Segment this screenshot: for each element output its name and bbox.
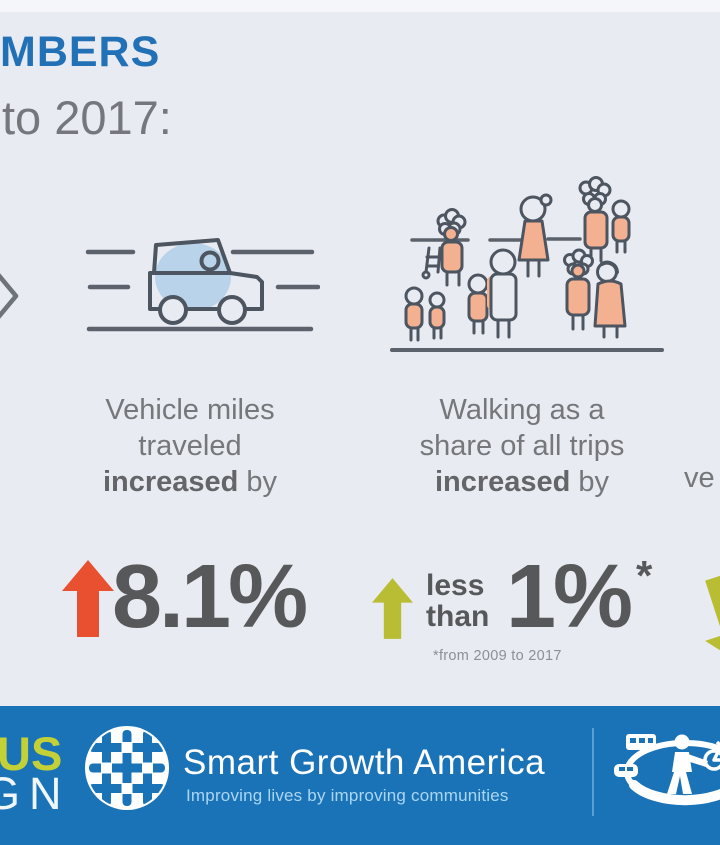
dangerous-by-design-logo-partial-line2: GN <box>0 768 71 819</box>
stat-footnote: *from 2009 to 2017 <box>433 648 562 664</box>
footer-divider <box>592 728 594 816</box>
complete-streets-coalition-logo-partial <box>614 734 720 806</box>
suffix-word: by <box>578 466 610 498</box>
stat-qualifier-walking: less than <box>426 570 489 632</box>
qualifier-line: less <box>426 569 485 602</box>
stat-description-partial: ve <box>684 462 715 494</box>
top-strip <box>0 0 720 12</box>
desc-line: Vehicle miles <box>105 394 275 426</box>
org-name: Smart Growth America <box>183 743 546 782</box>
desc-line: Walking as a <box>439 394 605 426</box>
desc-line: increased by <box>372 464 672 500</box>
pedestrians-icon <box>390 176 664 352</box>
stat-description-walking: Walking as a share of all trips increase… <box>372 392 672 500</box>
stat-value-vehicle-miles: 8.1% <box>112 547 308 647</box>
desc-line: traveled <box>138 430 242 462</box>
up-arrow-icon <box>62 560 114 637</box>
qualifier-line: than <box>426 600 490 633</box>
car-icon <box>85 238 320 332</box>
up-arrow-icon <box>372 578 413 639</box>
down-arrow-icon <box>705 572 720 668</box>
stat-value-walking: 1% <box>506 547 633 647</box>
stat-description-vehicle-miles: Vehicle miles traveled increased by <box>40 392 340 500</box>
chevron-right-icon <box>0 273 19 319</box>
dangerous-by-design-logo-partial: US <box>0 727 63 780</box>
desc-line: share of all trips <box>419 430 625 462</box>
footer-bar: US GN Smart Growth America Improving liv… <box>0 706 720 845</box>
smart-growth-america-logo <box>85 726 169 810</box>
emphasis-word: increased <box>434 466 571 498</box>
page-title-partial: MBERS <box>0 28 161 76</box>
emphasis-word: increased <box>102 466 239 498</box>
page-subtitle-partial: to 2017: <box>2 91 172 144</box>
suffix-word: by <box>246 466 278 498</box>
desc-line: increased by <box>40 464 340 500</box>
asterisk-mark: * <box>636 552 653 599</box>
org-tagline: Improving lives by improving communities <box>186 786 509 805</box>
